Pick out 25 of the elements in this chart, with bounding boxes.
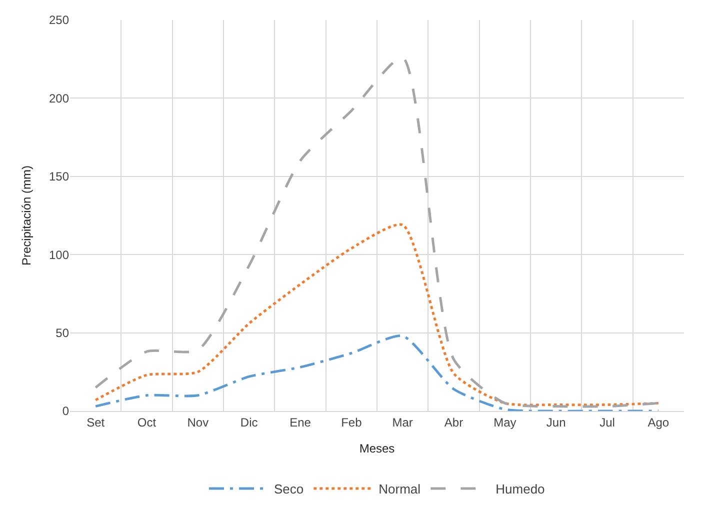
y-axis-title: Precipitación (mm) — [19, 165, 34, 266]
y-tick-label: 200 — [48, 91, 70, 106]
y-tick-label: 250 — [48, 13, 70, 28]
x-tick-label: Oct — [137, 415, 157, 430]
y-tick-label: 50 — [56, 326, 70, 340]
legend-label: Normal — [378, 482, 421, 497]
y-tick-label: 150 — [48, 170, 70, 184]
x-tick-label: Jul — [600, 415, 615, 430]
x-tick-label: Feb — [341, 415, 362, 430]
x-tick-label: Mar — [392, 415, 413, 430]
legend-label: Seco — [274, 482, 304, 497]
y-tick-label: 0 — [62, 404, 70, 418]
x-tick-label: Nov — [187, 415, 209, 430]
x-tick-label: Jun — [546, 415, 566, 430]
x-axis-title: Meses — [359, 441, 395, 456]
x-tick-label: Ago — [648, 415, 670, 430]
x-tick-label: Abr — [444, 415, 464, 430]
y-tick-label: 100 — [48, 248, 70, 262]
line-series — [94, 334, 660, 411]
x-tick-label: Ene — [290, 415, 312, 430]
x-tick-label: Set — [86, 415, 106, 430]
x-tick-label: Dic — [240, 415, 258, 430]
line-series — [94, 224, 660, 406]
x-tick-label: May — [494, 415, 516, 430]
legend-label: Humedo — [496, 482, 545, 497]
